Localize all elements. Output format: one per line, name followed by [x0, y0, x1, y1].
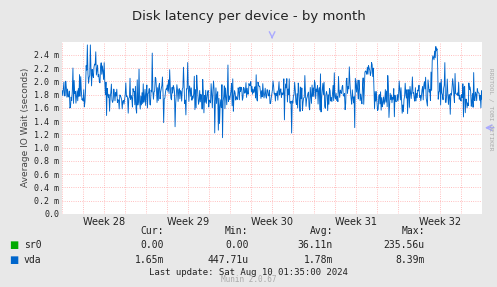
- Text: 1.78m: 1.78m: [304, 255, 333, 265]
- Text: Last update: Sat Aug 10 01:35:00 2024: Last update: Sat Aug 10 01:35:00 2024: [149, 268, 348, 277]
- Text: sr0: sr0: [24, 241, 41, 250]
- Text: RRDTOOL / TOBI OETIKER: RRDTOOL / TOBI OETIKER: [488, 68, 493, 150]
- Text: vda: vda: [24, 255, 41, 265]
- Text: 0.00: 0.00: [225, 241, 248, 250]
- Text: Cur:: Cur:: [141, 226, 164, 236]
- Text: 36.11n: 36.11n: [298, 241, 333, 250]
- Text: Max:: Max:: [402, 226, 425, 236]
- Text: Munin 2.0.67: Munin 2.0.67: [221, 275, 276, 284]
- Text: ■: ■: [9, 241, 18, 250]
- Text: 1.65m: 1.65m: [135, 255, 164, 265]
- Text: 447.71u: 447.71u: [207, 255, 248, 265]
- Text: 235.56u: 235.56u: [384, 241, 425, 250]
- Text: 8.39m: 8.39m: [396, 255, 425, 265]
- Text: Disk latency per device - by month: Disk latency per device - by month: [132, 10, 365, 23]
- Text: 0.00: 0.00: [141, 241, 164, 250]
- Y-axis label: Average IO Wait (seconds): Average IO Wait (seconds): [21, 68, 30, 187]
- Text: Min:: Min:: [225, 226, 248, 236]
- Text: ■: ■: [9, 255, 18, 265]
- Text: Avg:: Avg:: [310, 226, 333, 236]
